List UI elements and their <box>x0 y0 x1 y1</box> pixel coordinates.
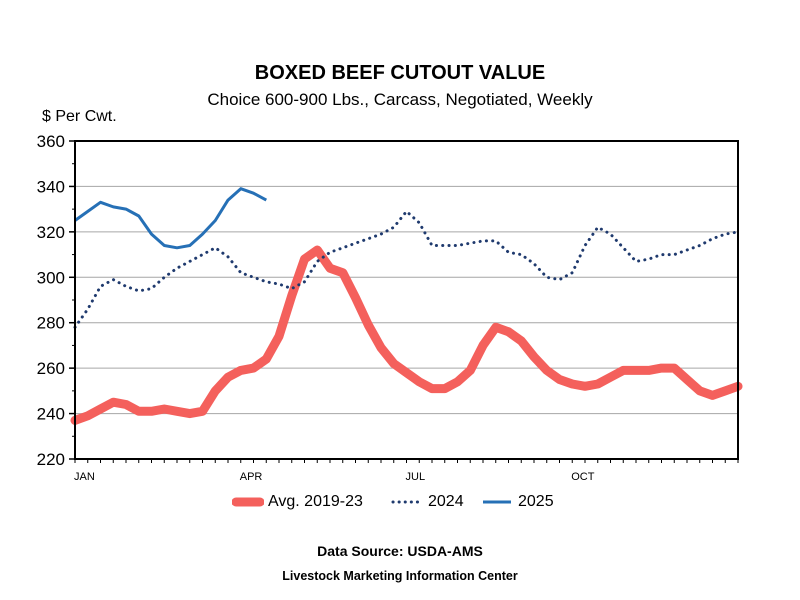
series-line-2024 <box>73 209 740 329</box>
y-tick-label: 340 <box>37 177 65 196</box>
x-tick-label: APR <box>240 471 263 483</box>
x-tick-label: OCT <box>571 471 595 483</box>
series-line-2025 <box>74 187 268 250</box>
x-tick-label: JAN <box>74 471 95 483</box>
y-tick-label: 300 <box>37 268 65 287</box>
plot-area-frame <box>74 140 739 460</box>
legend-item-avg: Avg. 2019-23 <box>232 493 363 511</box>
y-tick-label: 260 <box>37 359 65 378</box>
legend-item-2025: 2025 <box>480 493 554 511</box>
y-tick-label: 320 <box>37 223 65 242</box>
y-tick-label: 280 <box>37 314 65 333</box>
series-line-avg-2019-23 <box>70 245 743 425</box>
source-organization: Livestock Marketing Information Center <box>282 569 518 583</box>
legend-label-avg: Avg. 2019-23 <box>268 493 363 510</box>
legend-label-2025: 2025 <box>518 493 554 510</box>
chart-title: BOXED BEEF CUTOUT VALUE <box>254 62 546 84</box>
y-tick-label: 220 <box>37 450 65 469</box>
legend-swatch-avg <box>232 497 264 507</box>
legend-label-2024: 2024 <box>428 493 464 510</box>
y-axis-label: $ Per Cwt. <box>42 108 117 125</box>
legend-swatch-2025 <box>483 500 511 504</box>
legend: Avg. 2019-23 2024 2025 <box>0 493 800 517</box>
chart-subtitle: Choice 600-900 Lbs., Carcass, Negotiated… <box>207 90 593 109</box>
data-source: Data Source: USDA-AMS <box>317 543 483 559</box>
y-tick-label: 240 <box>37 405 65 424</box>
y-tick-label: 360 <box>37 132 65 151</box>
legend-item-2024: 2024 <box>390 493 464 511</box>
legend-swatch-2024 <box>391 500 424 504</box>
x-tick-label: JUL <box>406 471 426 483</box>
